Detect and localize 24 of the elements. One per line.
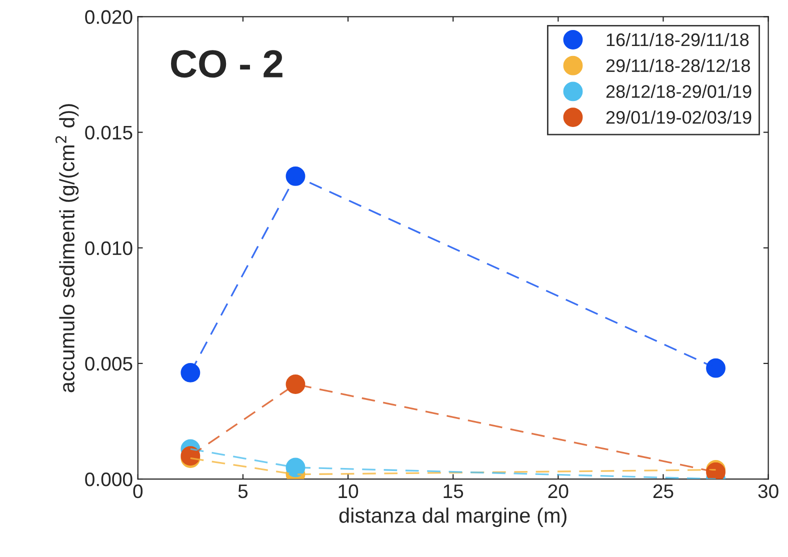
legend-label: 16/11/18-29/11/18	[606, 32, 749, 46]
x-axis-title: distanza dal margine (m)	[339, 508, 566, 527]
point	[180, 362, 200, 382]
x-tick-label: 5	[238, 484, 248, 498]
x-tick-label: 15	[444, 484, 464, 498]
x-tick-label: 20	[548, 484, 568, 498]
point	[286, 458, 306, 478]
x-tick-label: 10	[338, 484, 358, 498]
y-tick-label: 0.005	[85, 356, 132, 371]
x-tick-label: 0	[133, 484, 143, 498]
x-tick-label: 25	[653, 484, 674, 498]
point	[706, 358, 726, 378]
x-tick-label: 30	[758, 484, 778, 498]
y-axis-title: accumulo sedimenti (g/(cm$^{2}$ d))	[55, 104, 79, 392]
y-tick-label: 0.010	[85, 241, 132, 256]
y-tick-label: 0.015	[85, 126, 132, 140]
annotation: CO - 2	[171, 50, 282, 78]
legend-label: 29/01/19-02/03/19	[606, 110, 752, 124]
legend-label: 29/11/18-28/12/18	[606, 58, 750, 72]
y-tick-label: 0.000	[85, 472, 132, 486]
y-tick-label: 0.020	[85, 10, 132, 24]
legend-label: 28/12/18-29/01/19	[606, 84, 752, 98]
point	[286, 166, 306, 186]
point	[286, 374, 306, 394]
